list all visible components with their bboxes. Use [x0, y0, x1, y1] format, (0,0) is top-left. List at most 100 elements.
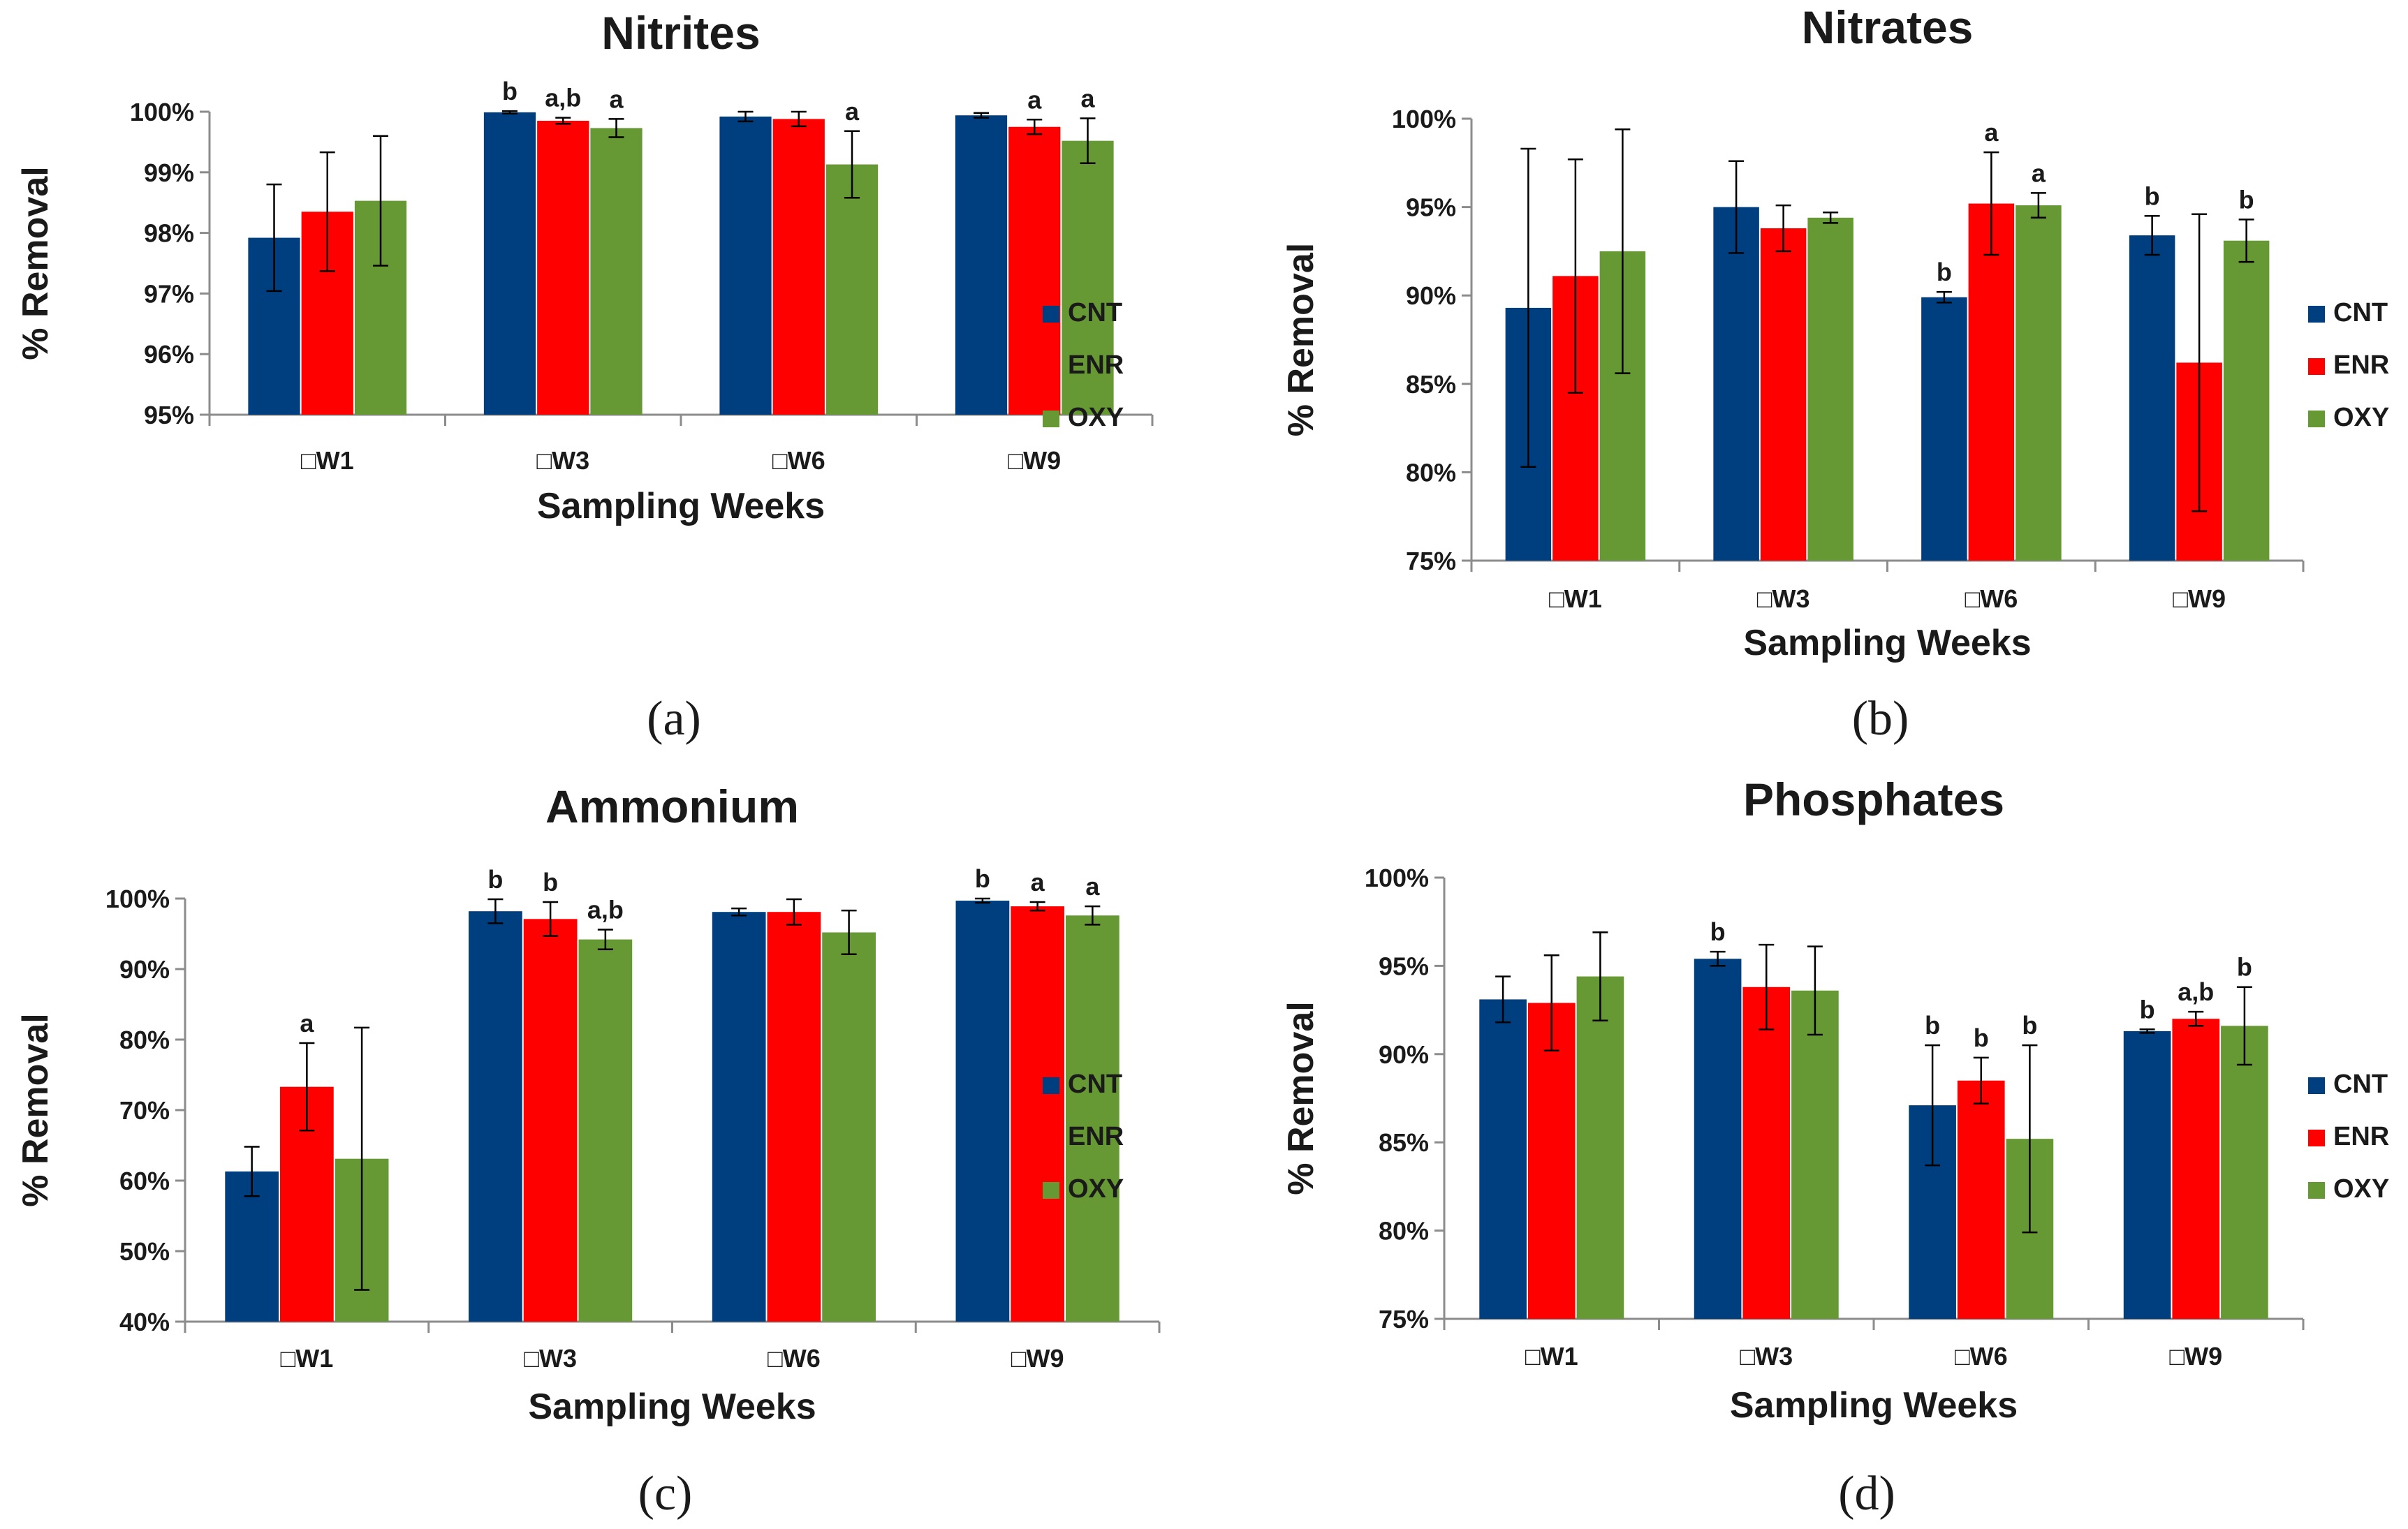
legend-label-oxy: OXY — [1068, 1174, 1124, 1204]
legend-label-oxy: OXY — [1068, 403, 1124, 432]
x-tick-label: □W6 — [772, 446, 825, 475]
x-tick-label: □W9 — [2173, 584, 2226, 613]
bar-oxy — [2223, 240, 2270, 561]
panel-label: (b) — [1852, 692, 1909, 746]
y-tick-label: 90% — [119, 955, 170, 984]
bar-enr — [767, 912, 821, 1322]
significance-label: a — [1085, 872, 1100, 901]
x-tick-label: □W1 — [1549, 584, 1602, 613]
bar-cnt — [1479, 999, 1527, 1319]
significance-label: b — [487, 865, 503, 894]
x-tick-label: □W9 — [1008, 446, 1061, 475]
chart-panel-ammonium: Ammonium 40% 50% 60% 70% 80% 90% 100% □W1 □W3 □W6 □… — [15, 781, 1161, 1521]
y-tick-label: 75% — [1379, 1305, 1429, 1334]
bar-oxy — [1062, 140, 1114, 415]
bar-cnt — [955, 115, 1008, 415]
y-axis-title: % Removal — [1281, 1001, 1321, 1195]
bar-oxy — [822, 932, 876, 1322]
chart-title: Nitrites — [601, 7, 760, 59]
x-axis-title: Sampling Weeks — [1743, 623, 2031, 663]
legend-swatch-enr — [1043, 358, 1059, 375]
y-tick-label: 90% — [1406, 281, 1456, 310]
significance-label: b — [543, 868, 558, 896]
significance-label: a — [609, 84, 624, 113]
bar-oxy — [825, 164, 879, 415]
bar-cnt — [955, 901, 1010, 1322]
bar-cnt — [2123, 1031, 2171, 1319]
significance-label: b — [2145, 182, 2160, 210]
legend-swatch-oxy — [1043, 411, 1059, 427]
panel-label: (a) — [647, 692, 701, 746]
bar-enr — [1957, 1080, 2005, 1319]
legend-label-cnt: CNT — [2333, 1070, 2388, 1099]
x-axis-title: Sampling Weeks — [528, 1387, 816, 1427]
legend-swatch-enr — [1043, 1130, 1059, 1146]
significance-label: a — [845, 97, 860, 126]
x-tick-label: □W6 — [768, 1344, 821, 1373]
bar-enr — [772, 119, 825, 415]
y-tick-label: 75% — [1406, 547, 1456, 575]
y-tick-label: 100% — [1365, 864, 1429, 892]
significance-label: b — [1937, 258, 1952, 286]
bar-enr — [1760, 228, 1807, 561]
significance-label: a — [1984, 118, 1999, 147]
bar-oxy — [2221, 1026, 2268, 1319]
x-tick-label: □W9 — [2169, 1342, 2222, 1371]
bar-cnt — [2129, 235, 2175, 561]
bar-enr — [537, 121, 589, 415]
y-tick-label: 50% — [119, 1237, 170, 1266]
bar-cnt — [469, 911, 522, 1322]
significance-label: b — [502, 77, 517, 105]
significance-label: a,b — [2178, 977, 2214, 1006]
bar-cnt — [1694, 959, 1742, 1319]
legend-label-enr: ENR — [1068, 350, 1124, 380]
legend-label-cnt: CNT — [1068, 298, 1122, 327]
x-tick-label: □W1 — [281, 1344, 334, 1373]
legend-swatch-enr — [2308, 1130, 2325, 1146]
y-tick-label: 96% — [144, 340, 194, 369]
bar-cnt — [1713, 207, 1759, 561]
y-tick-label: 95% — [144, 401, 194, 429]
bar-oxy — [1807, 217, 1853, 561]
y-tick-label: 90% — [1379, 1040, 1429, 1069]
significance-label: a — [300, 1009, 314, 1037]
bar-enr — [1968, 203, 2015, 561]
bar-enr — [523, 919, 578, 1322]
chart-panel-nitrates: Nitrates 75% 80% 85% 90% 95% 100% □W1 □W3 □W6 □W9 S… — [1281, 1, 2389, 746]
y-tick-label: 80% — [119, 1026, 170, 1054]
y-tick-label: 85% — [1379, 1128, 1429, 1157]
significance-label: b — [1925, 1011, 1940, 1040]
chart-panel-phosphates: Phosphates 75% 80% 85% 90% 95% 100% □W1 □W3 □W6 □W… — [1281, 774, 2389, 1521]
panel-label: (d) — [1838, 1467, 1895, 1521]
bar-enr — [1527, 1003, 1576, 1319]
y-tick-label: 60% — [119, 1167, 170, 1195]
significance-label: a — [1031, 868, 1045, 896]
y-tick-label: 95% — [1379, 952, 1429, 980]
y-tick-label: 95% — [1406, 193, 1456, 222]
legend-label-oxy: OXY — [2333, 403, 2389, 432]
significance-label: b — [2140, 995, 2155, 1024]
significance-label: a — [1027, 85, 1042, 114]
x-axis-title: Sampling Weeks — [537, 486, 825, 526]
significance-label: b — [1974, 1024, 1989, 1052]
bar-oxy — [578, 939, 633, 1322]
bar-cnt — [1921, 297, 1967, 561]
chart-title: Phosphates — [1743, 774, 2004, 825]
significance-label: b — [2022, 1011, 2037, 1040]
legend-swatch-enr — [2308, 358, 2325, 375]
bar-cnt — [719, 116, 772, 415]
significance-label: b — [1710, 917, 1726, 946]
bar-oxy — [590, 128, 643, 415]
legend-swatch-cnt — [2308, 306, 2325, 323]
bar-oxy — [1791, 990, 1839, 1319]
y-tick-label: 80% — [1406, 458, 1456, 487]
y-axis-title: % Removal — [1281, 243, 1321, 436]
legend-label-enr: ENR — [2333, 350, 2389, 380]
y-tick-label: 99% — [144, 158, 194, 187]
bar-oxy — [2016, 205, 2062, 561]
y-tick-label: 97% — [144, 279, 194, 308]
x-tick-label: □W9 — [1011, 1344, 1064, 1373]
chart-panel-nitrites: Nitrites 95% 96% 97% 98% 99% 100% □W1 □W3 □W6 □W9 S… — [15, 7, 1154, 746]
chart-title: Ammonium — [545, 781, 799, 832]
x-tick-label: □W1 — [1525, 1342, 1578, 1371]
